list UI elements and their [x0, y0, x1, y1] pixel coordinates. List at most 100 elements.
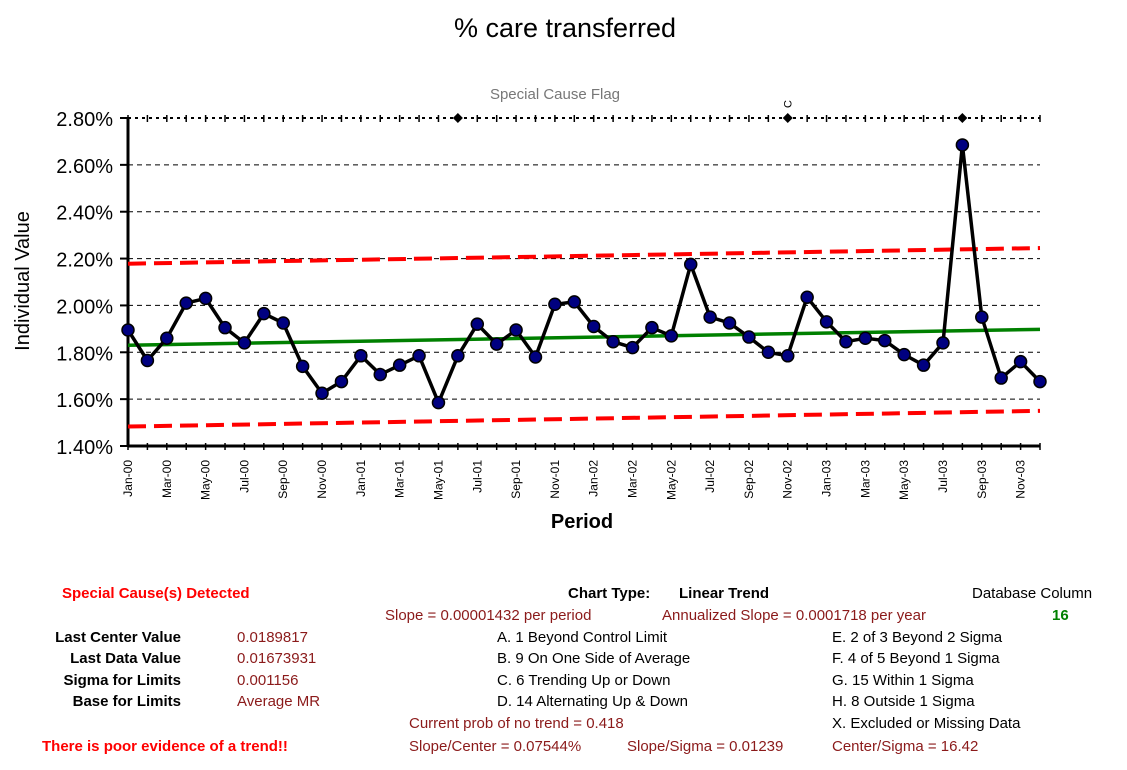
- data-point: [160, 331, 174, 345]
- x-tick-label: Sep-00: [276, 460, 290, 499]
- data-point: [683, 257, 698, 272]
- x-tick-label: May-00: [199, 460, 213, 500]
- stat-label: Last Data Value: [70, 650, 181, 667]
- y-tick-label: 2.80%: [56, 109, 113, 131]
- stat-label: Last Center Value: [55, 629, 181, 646]
- x-tick-label: May-01: [431, 460, 445, 500]
- x-tick-label: Sep-02: [742, 460, 756, 499]
- data-point: [839, 334, 853, 349]
- control-chart: % care transferred Special Cause Flag In…: [12, 13, 1047, 533]
- data-point: [354, 349, 368, 363]
- data-point: [548, 297, 562, 312]
- chart-type-value: Linear Trend: [679, 585, 770, 602]
- special-cause-flag-code: C: [783, 100, 795, 108]
- stat-label: Base for Limits: [72, 693, 181, 710]
- data-point: [819, 315, 834, 329]
- data-point: [295, 359, 310, 374]
- data-point: [412, 349, 426, 363]
- database-column-label: Database Column: [972, 585, 1093, 602]
- data-point: [955, 138, 970, 152]
- data-point: [509, 323, 523, 337]
- data-point: [975, 310, 989, 324]
- rule-item: A. 1 Beyond Control Limit: [497, 629, 668, 646]
- data-point: [237, 336, 252, 350]
- x-tick-label: Nov-00: [315, 460, 329, 499]
- data-point: [451, 349, 465, 363]
- stat-value: 0.001156: [237, 672, 299, 689]
- x-tick-label: Jul-03: [936, 460, 950, 493]
- x-tick-label: Jul-02: [703, 460, 717, 493]
- data-point: [121, 323, 135, 337]
- x-tick-label: Mar-02: [626, 460, 640, 498]
- prob-no-trend: Current prob of no trend = 0.418: [409, 715, 624, 732]
- x-tick-label: Jul-01: [470, 460, 484, 493]
- y-tick-label: 1.80%: [56, 343, 113, 365]
- x-tick-label: Mar-00: [160, 460, 174, 498]
- data-point: [392, 358, 407, 372]
- special-cause-flag-label: Special Cause Flag: [490, 86, 620, 103]
- stat-value: 0.0189817: [237, 629, 308, 646]
- data-point: [800, 290, 814, 304]
- special-cause-flag-marker: [452, 113, 463, 123]
- x-tick-label: Jan-01: [354, 460, 368, 497]
- y-tick-label: 2.20%: [56, 250, 113, 272]
- data-point: [218, 320, 232, 335]
- x-tick-label: May-03: [897, 460, 911, 500]
- data-point: [528, 350, 543, 364]
- rule-item: X. Excluded or Missing Data: [832, 715, 1021, 732]
- rule-item: B. 9 On One Side of Average: [497, 650, 691, 667]
- x-tick-label: Sep-01: [509, 460, 523, 499]
- data-point: [761, 345, 776, 360]
- data-point: [140, 353, 155, 368]
- data-point: [858, 331, 873, 345]
- rule-item: H. 8 Outside 1 Sigma: [832, 693, 975, 710]
- x-tick-label: Sep-03: [975, 460, 989, 499]
- stat-value: Average MR: [237, 693, 321, 710]
- data-point: [1033, 374, 1047, 389]
- data-series-line: [126, 143, 1042, 405]
- x-tick-label: Jan-02: [587, 460, 601, 497]
- data-point: [916, 358, 931, 372]
- data-point: [179, 296, 193, 310]
- x-axis-title: Period: [551, 511, 613, 533]
- x-tick-label: Nov-02: [781, 460, 795, 499]
- x-tick-label: Nov-01: [548, 460, 562, 499]
- y-tick-label: 2.40%: [56, 203, 113, 225]
- rule-item: C. 6 Trending Up or Down: [497, 672, 671, 689]
- data-point: [586, 319, 601, 334]
- data-point: [994, 371, 1008, 385]
- special-cause-flag-marker: [782, 113, 793, 123]
- data-point: [897, 347, 911, 362]
- x-tick-label: Jan-00: [121, 460, 135, 497]
- data-point: [703, 310, 717, 324]
- data-point: [567, 295, 582, 309]
- x-tick-label: Mar-01: [393, 460, 407, 498]
- data-point: [645, 320, 659, 335]
- data-point: [1013, 354, 1028, 369]
- data-point: [276, 316, 290, 330]
- x-tick-label: Nov-03: [1014, 460, 1028, 499]
- data-point: [936, 336, 950, 350]
- annualized-slope-text: Annualized Slope = 0.0001718 per year: [662, 607, 926, 624]
- lower-control-limit: [127, 408, 1041, 429]
- data-point: [780, 349, 795, 363]
- data-point: [489, 337, 504, 351]
- center-line: [127, 327, 1041, 348]
- data-point: [257, 306, 271, 321]
- rule-item: D. 14 Alternating Up & Down: [497, 693, 688, 710]
- center-sigma: Center/Sigma = 16.42: [832, 738, 979, 755]
- data-point: [334, 374, 349, 389]
- x-tick-label: Jul-00: [237, 460, 251, 493]
- data-point: [198, 291, 213, 306]
- data-point: [625, 340, 640, 355]
- data-point: [878, 333, 892, 348]
- slope-sigma: Slope/Sigma = 0.01239: [627, 738, 784, 755]
- special-cause-flag-marker: [957, 113, 968, 123]
- chart-title: % care transferred: [454, 13, 676, 43]
- y-tick-label: 2.60%: [56, 156, 113, 178]
- stat-label: Sigma for Limits: [63, 672, 181, 689]
- data-point: [373, 367, 388, 382]
- chart-type-label: Chart Type:: [568, 585, 651, 602]
- data-point: [742, 330, 756, 344]
- y-tick-label: 2.00%: [56, 296, 113, 318]
